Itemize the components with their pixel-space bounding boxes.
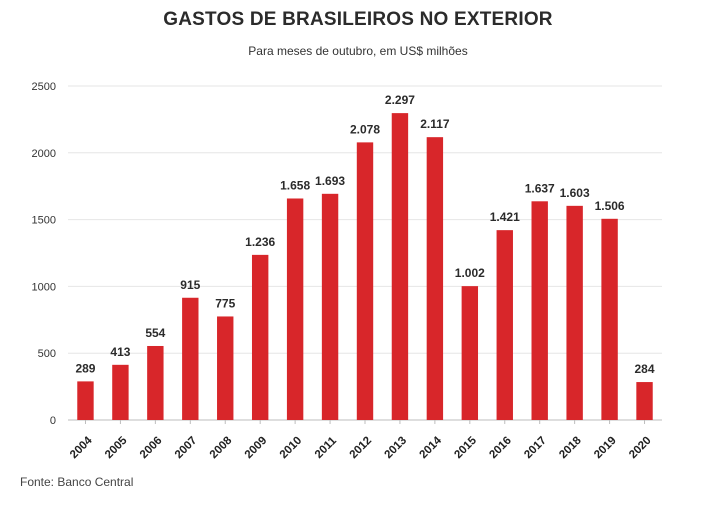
x-tick-label: 2012 — [348, 435, 375, 462]
value-label: 1.421 — [490, 210, 520, 224]
y-tick-label: 2000 — [32, 148, 56, 160]
bar-2005 — [112, 364, 129, 420]
bar-2009 — [251, 254, 269, 420]
x-tick-label: 2015 — [452, 434, 479, 461]
bar-2012 — [356, 142, 374, 420]
value-label: 1.236 — [245, 235, 275, 249]
y-tick-label: 0 — [50, 415, 56, 427]
value-label: 1.637 — [525, 181, 555, 195]
value-label: 1.506 — [595, 199, 625, 213]
value-label: 1.658 — [280, 178, 310, 192]
y-axis-ticks: 0 500 1000 1500 2000 2500 — [32, 81, 56, 427]
value-label: 1.603 — [560, 186, 590, 200]
x-tick-label: 2010 — [278, 435, 305, 462]
value-label: 2.078 — [350, 122, 380, 136]
x-tick-label: 2017 — [522, 435, 549, 462]
value-label: 554 — [145, 326, 165, 340]
source-note: Fonte: Banco Central — [20, 475, 134, 489]
value-label: 289 — [75, 361, 95, 375]
y-tick-label: 2500 — [32, 81, 56, 93]
bar-2017 — [531, 201, 548, 420]
y-tick-label: 1000 — [32, 281, 56, 293]
bar-2007 — [182, 297, 199, 420]
x-tick-label: 2004 — [68, 434, 95, 461]
value-label: 2.297 — [385, 93, 415, 107]
chart-title: GASTOS DE BRASILEIROS NO EXTERIOR — [163, 9, 553, 30]
x-tick-label: 2009 — [243, 435, 270, 462]
x-tick-label: 2014 — [417, 434, 444, 461]
bar-2020 — [636, 382, 653, 420]
value-label: 284 — [635, 362, 655, 376]
value-label: 775 — [215, 296, 235, 310]
value-label: 1.693 — [315, 174, 345, 188]
x-tick-label: 2006 — [138, 435, 165, 462]
bar-2011 — [321, 193, 339, 420]
value-label: 1.002 — [455, 266, 485, 280]
value-label: 915 — [180, 278, 200, 292]
y-tick-label: 500 — [38, 348, 56, 360]
y-tick-label: 1500 — [32, 215, 56, 227]
x-tick-label: 2016 — [487, 435, 514, 462]
x-tick-label: 2011 — [313, 434, 340, 461]
bar-2019 — [601, 218, 618, 420]
x-tick-label: 2019 — [592, 435, 619, 462]
bar-2010 — [286, 198, 304, 420]
bar-2016 — [496, 230, 513, 420]
x-tick-label: 2018 — [557, 434, 584, 461]
chart-subtitle: Para meses de outubro, em US$ milhões — [248, 44, 468, 58]
bar-2014 — [426, 137, 444, 420]
x-tick-label: 2013 — [383, 435, 410, 462]
bar-2018 — [566, 205, 583, 420]
x-axis-ticks: 2004 2005 2006 2007 2008 2009 2010 2011 2012 2013… — [68, 420, 654, 461]
x-tick-label: 2007 — [173, 435, 200, 462]
x-tick-label: 2008 — [208, 434, 235, 461]
x-tick-label: 2005 — [103, 434, 130, 461]
value-labels: 289 413 554 915 775 1.236 1.658 1.693 2.078 2.297… — [75, 93, 654, 376]
bar-2013 — [391, 113, 409, 421]
value-label: 413 — [110, 345, 130, 359]
bars — [77, 113, 653, 421]
bar-2004 — [77, 381, 94, 420]
bar-2015 — [461, 286, 479, 420]
x-tick-label: 2020 — [627, 435, 654, 462]
value-label: 2.117 — [420, 117, 450, 131]
bar-2006 — [147, 345, 164, 420]
bar-2008 — [217, 316, 234, 420]
